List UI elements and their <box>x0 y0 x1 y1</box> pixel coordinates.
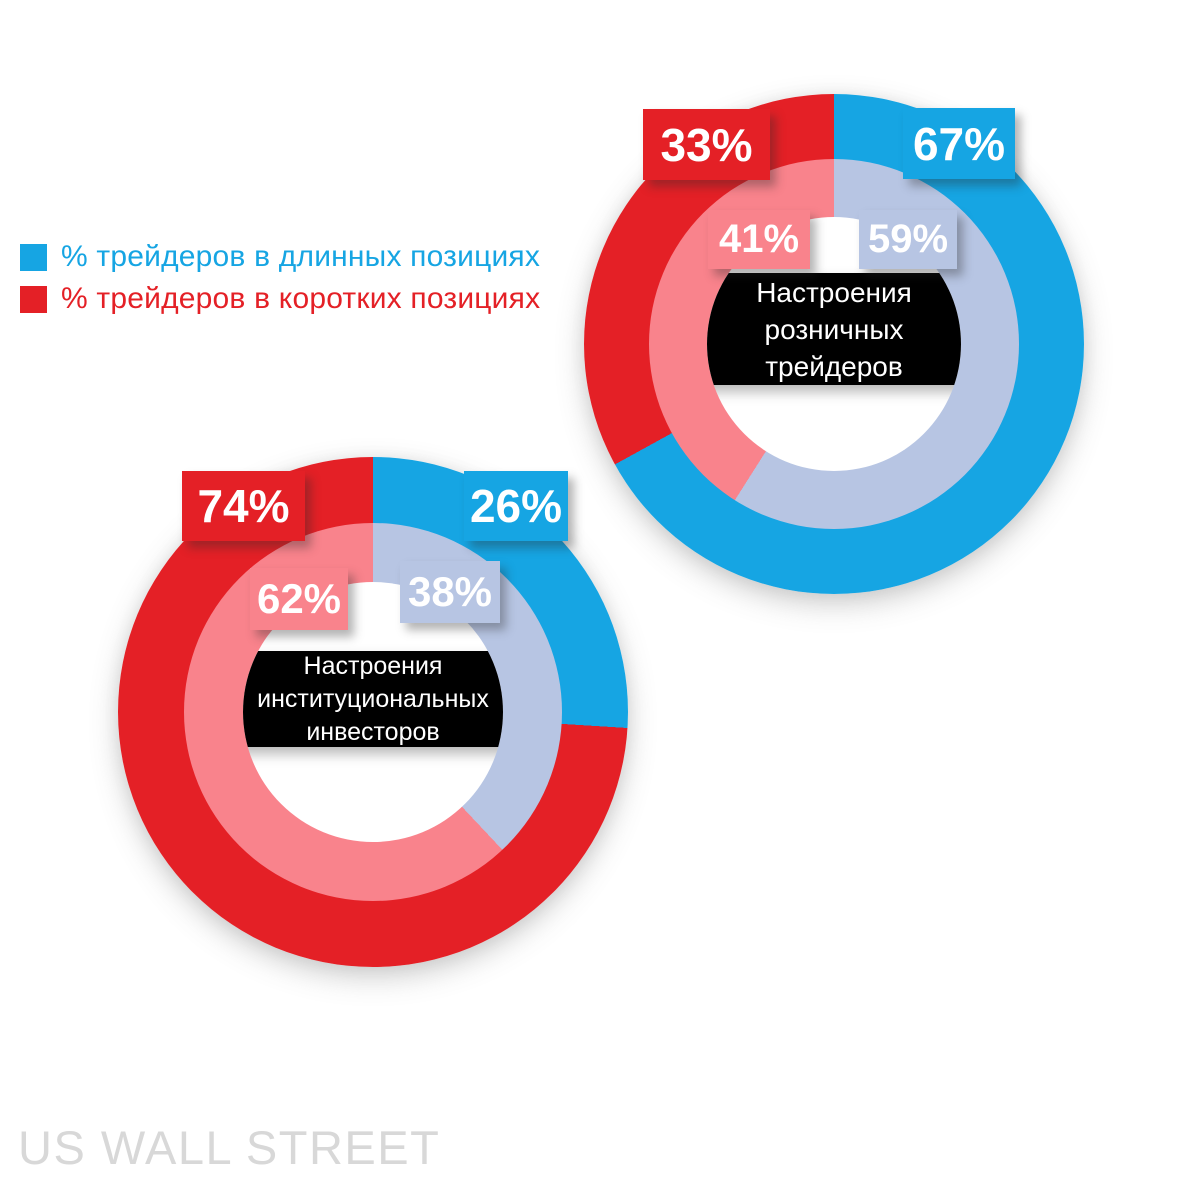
institutional-title-line-3: инвесторов <box>306 717 440 746</box>
legend-swatch-short <box>20 285 47 313</box>
retail-outer-short-badge: 33% <box>643 109 770 180</box>
institutional-outer-long-badge: 26% <box>464 471 568 541</box>
retail-inner-long-badge: 59% <box>859 210 957 269</box>
legend-label-short: % трейдеров в коротких позициях <box>61 282 541 315</box>
legend: % трейдеров в длинных позициях % трейдер… <box>20 240 541 327</box>
institutional-inner-long-badge: 38% <box>400 561 500 623</box>
retail-title-band: Настроения розничных трейдеров <box>707 273 961 385</box>
institutional-title-line-2: институциональных <box>257 684 489 713</box>
legend-item-short: % трейдеров в коротких позициях <box>20 282 541 315</box>
institutional-title-line-1: Настроения <box>303 651 443 680</box>
institutional-title-band: Настроения институциональных инвесторов <box>243 651 503 747</box>
legend-label-long: % трейдеров в длинных позициях <box>61 240 541 273</box>
retail-title-line-2: розничных <box>764 313 904 345</box>
retail-title-line-3: трейдеров <box>765 350 903 382</box>
retail-inner-short-badge: 41% <box>708 210 810 269</box>
donut-chart-retail: Настроения розничных трейдеров 33% 67% 4… <box>584 94 1084 594</box>
institutional-outer-short-badge: 74% <box>182 471 305 541</box>
watermark-text: US WALL STREET <box>18 1121 441 1174</box>
legend-swatch-long <box>20 243 47 271</box>
retail-outer-long-badge: 67% <box>903 108 1015 179</box>
retail-title-line-1: Настроения <box>756 276 912 308</box>
institutional-inner-short-badge: 62% <box>250 568 348 630</box>
legend-item-long: % трейдеров в длинных позициях <box>20 240 541 273</box>
donut-chart-institutional: Настроения институциональных инвесторов … <box>118 457 628 967</box>
